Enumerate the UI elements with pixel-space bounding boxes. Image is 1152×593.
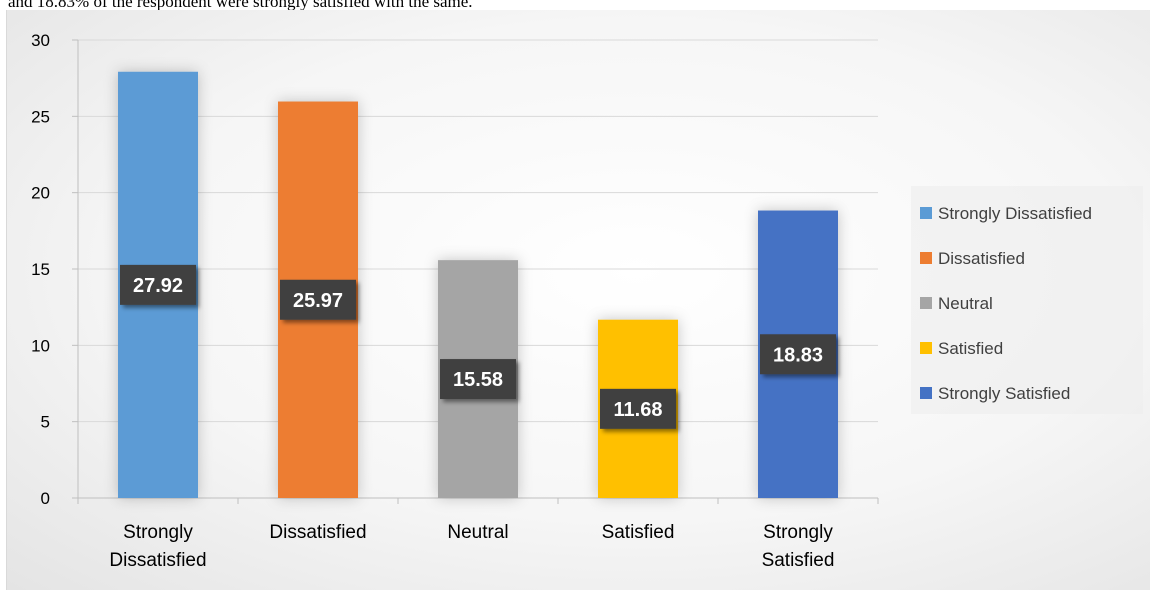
data-label: 25.97 (293, 290, 343, 312)
legend-background (911, 186, 1143, 414)
data-label-box (440, 359, 516, 400)
data-label-box (120, 264, 196, 305)
data-label-box (280, 279, 356, 320)
legend-swatch (920, 342, 932, 354)
y-tick-label: 5 (41, 413, 50, 432)
legend-swatch (920, 387, 932, 399)
x-tick-label: Satisfied (602, 522, 675, 543)
x-tick-label: Neutral (447, 522, 508, 543)
x-tick-label: Satisfied (762, 550, 835, 571)
y-tick-label: 25 (31, 107, 50, 126)
y-tick-label: 20 (31, 184, 50, 203)
caption-text: and 18.83% of the respondent were strong… (8, 0, 473, 10)
data-label-box (600, 388, 676, 429)
legend-label: Strongly Dissatisfied (938, 204, 1092, 223)
legend-label: Strongly Satisfied (938, 384, 1070, 403)
x-tick-label: Strongly (123, 522, 193, 543)
y-tick-label: 15 (31, 260, 50, 279)
legend-label: Neutral (938, 294, 993, 313)
legend-label: Dissatisfied (938, 249, 1025, 268)
legend-swatch (920, 252, 932, 264)
gridlines (78, 39, 878, 423)
x-tick-label: Dissatisfied (109, 550, 206, 571)
legend-swatch (920, 207, 932, 219)
y-tick-label: 10 (31, 336, 50, 355)
data-labels: 27.92 25.97 15.58 11.68 18.83 (120, 264, 836, 429)
data-label-box (760, 334, 836, 375)
y-tick-label: 0 (41, 489, 50, 508)
legend: Strongly Dissatisfied Dissatisfied Neutral… (920, 204, 1092, 403)
legend-label: Satisfied (938, 339, 1003, 358)
y-tick-label: 30 (31, 31, 50, 50)
legend-swatch (920, 297, 932, 309)
data-label: 11.68 (614, 399, 663, 421)
x-tick-label: Strongly (763, 522, 833, 543)
data-label: 27.92 (133, 275, 183, 297)
bars (118, 71, 838, 499)
data-label: 15.58 (453, 369, 503, 391)
x-tick-label: Dissatisfied (269, 522, 366, 543)
data-label: 18.83 (773, 344, 823, 366)
